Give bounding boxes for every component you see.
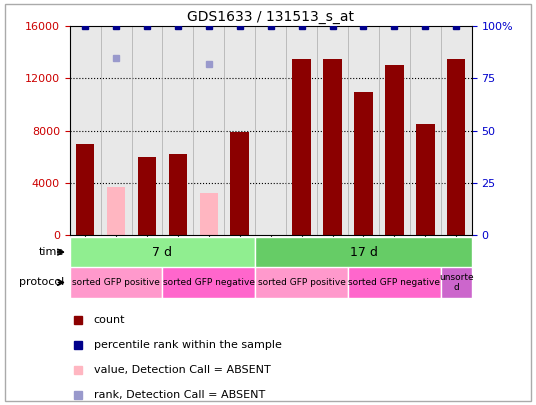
Text: sorted GFP negative: sorted GFP negative [163, 278, 255, 287]
Bar [255, 267, 348, 298]
Bar [169, 154, 187, 235]
Text: sorted GFP positive: sorted GFP positive [72, 278, 160, 287]
Text: rank, Detection Call = ABSENT: rank, Detection Call = ABSENT [94, 390, 265, 400]
Bar [447, 59, 465, 235]
Bar [348, 267, 441, 298]
Text: time: time [39, 247, 64, 257]
Text: 17 d: 17 d [349, 245, 377, 259]
Text: value, Detection Call = ABSENT: value, Detection Call = ABSENT [94, 365, 271, 375]
Text: sorted GFP negative: sorted GFP negative [348, 278, 441, 287]
Bar [230, 132, 249, 235]
Bar [255, 237, 472, 267]
Title: GDS1633 / 131513_s_at: GDS1633 / 131513_s_at [187, 10, 354, 24]
Bar [354, 92, 373, 235]
Bar [385, 66, 404, 235]
Bar [70, 237, 255, 267]
Text: sorted GFP positive: sorted GFP positive [258, 278, 346, 287]
Bar [199, 193, 218, 235]
Text: unsorte
d: unsorte d [439, 273, 473, 292]
Bar [416, 124, 435, 235]
Bar [107, 187, 125, 235]
Bar [162, 267, 255, 298]
Bar [441, 267, 472, 298]
Bar [138, 157, 157, 235]
Text: percentile rank within the sample: percentile rank within the sample [94, 340, 282, 350]
Bar [323, 59, 342, 235]
Text: count: count [94, 315, 125, 325]
Bar [76, 144, 94, 235]
Bar [292, 59, 311, 235]
Text: protocol: protocol [19, 277, 64, 288]
Text: 7 d: 7 d [152, 245, 173, 259]
Bar [70, 267, 162, 298]
